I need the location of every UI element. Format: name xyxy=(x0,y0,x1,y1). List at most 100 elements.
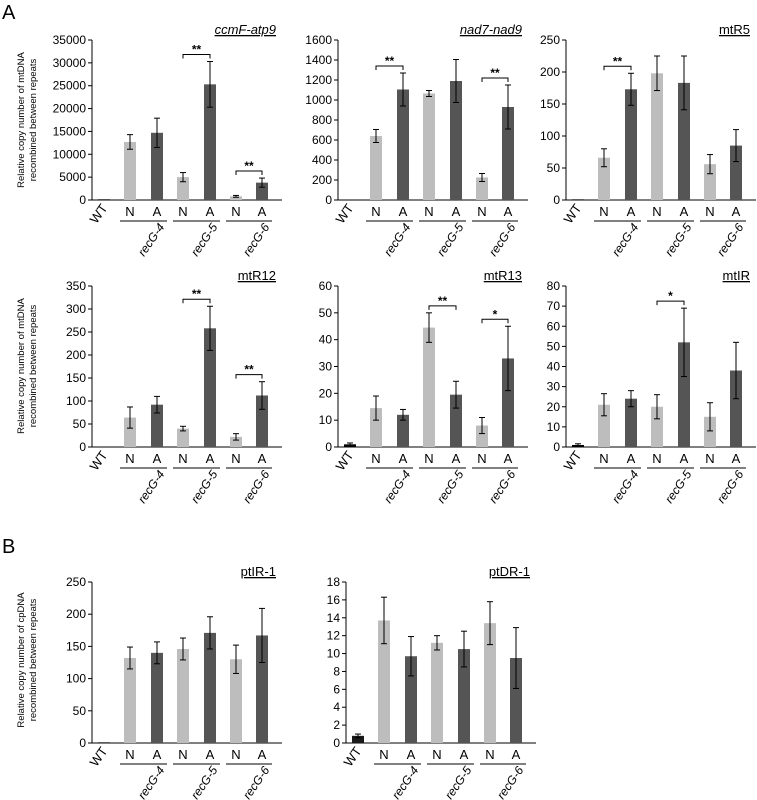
y-tick-label: 40 xyxy=(319,333,333,347)
y-tick-label: 100 xyxy=(540,129,560,143)
category-label: A xyxy=(732,451,741,466)
category-label-wt: WT xyxy=(87,448,111,473)
y-tick-label: 18 xyxy=(327,575,341,589)
bar xyxy=(151,652,163,743)
y-tick-label: 50 xyxy=(547,161,561,175)
bar xyxy=(625,89,637,200)
chart-title: mtR12 xyxy=(238,268,276,283)
bar xyxy=(405,656,417,743)
chart-title: nad7-nad9 xyxy=(460,22,522,37)
y-tick-label: 2 xyxy=(333,718,340,732)
y-tick-label: 250 xyxy=(540,33,560,47)
bar xyxy=(625,398,637,447)
category-label: A xyxy=(680,451,689,466)
panel-label-b: B xyxy=(2,536,15,558)
y-tick-label: 50 xyxy=(73,417,87,431)
y-tick-label: 60 xyxy=(547,319,561,333)
group-label: recG-6 xyxy=(714,467,747,505)
category-label-wt: WT xyxy=(561,201,585,226)
category-label: N xyxy=(477,451,486,466)
y-tick-label: 800 xyxy=(312,113,332,127)
category-label-wt: WT xyxy=(341,744,365,769)
y-tick-label: 1000 xyxy=(305,93,332,107)
y-tick-label: 150 xyxy=(66,639,86,653)
y-tick-label: 40 xyxy=(547,360,561,374)
category-label: A xyxy=(258,204,267,219)
significance-bracket xyxy=(182,53,211,59)
significance-label: ** xyxy=(192,42,202,56)
chart-4: mtR12 0 50 100 150 200 250 300 350 WT N A N A N ArecG-4… xyxy=(66,268,282,506)
group-label: recG-5 xyxy=(188,220,221,258)
significance-bracket xyxy=(235,170,263,176)
significance-label: ** xyxy=(192,287,202,301)
y-tick-label: 50 xyxy=(547,339,561,353)
category-label: N xyxy=(178,451,187,466)
chart-1: ccmF-atp9 0 5000 10000 15000 20000 25000 30000 3… xyxy=(53,22,282,259)
category-label: N xyxy=(599,204,608,219)
bar xyxy=(678,82,690,200)
category-label: A xyxy=(627,204,636,219)
bar xyxy=(151,404,163,447)
y-tick-label: 100 xyxy=(66,394,86,408)
group-label: recG-6 xyxy=(714,220,747,258)
category-label: A xyxy=(258,451,267,466)
bar xyxy=(431,642,443,743)
y-tick-label: 250 xyxy=(66,325,86,339)
category-label: N xyxy=(599,451,608,466)
category-label: A xyxy=(680,204,689,219)
y-tick-label: 5000 xyxy=(59,170,86,184)
category-label: N xyxy=(477,204,486,219)
y-tick-label: 6 xyxy=(333,682,340,696)
y-axis-label-mt-row1-line1: Relative copy number of mtDNA xyxy=(16,51,27,187)
significance-label: * xyxy=(493,307,498,321)
bar xyxy=(204,632,216,743)
bar xyxy=(370,136,382,200)
category-label: N xyxy=(705,204,714,219)
y-tick-label: 10 xyxy=(319,413,333,427)
category-label: A xyxy=(452,451,461,466)
y-axis-label-mt-row1-line2: recombined between repeats xyxy=(28,58,39,181)
y-tick-label: 10 xyxy=(547,420,561,434)
bar xyxy=(572,199,584,201)
y-tick-label: 4 xyxy=(333,700,340,714)
bar xyxy=(476,425,488,447)
category-label: N xyxy=(424,204,433,219)
group-label: recG-5 xyxy=(662,467,695,505)
y-tick-label: 1200 xyxy=(305,73,332,87)
y-tick-label: 1600 xyxy=(305,33,332,47)
significance-label: ** xyxy=(438,294,448,308)
category-label: N xyxy=(424,451,433,466)
group-label: recG-4 xyxy=(135,763,168,800)
category-label: A xyxy=(732,204,741,219)
bar xyxy=(124,417,136,447)
chart-title: ptDR-1 xyxy=(489,564,530,579)
category-label: N xyxy=(652,451,661,466)
category-label: A xyxy=(206,451,215,466)
category-label: A xyxy=(512,747,521,762)
group-label: recG-6 xyxy=(486,467,519,505)
y-tick-label: 600 xyxy=(312,133,332,147)
y-tick-label: 350 xyxy=(66,279,86,293)
group-label: recG-4 xyxy=(135,220,168,258)
category-label: N xyxy=(652,204,661,219)
bar xyxy=(598,404,610,447)
category-label: N xyxy=(231,747,240,762)
category-label: N xyxy=(125,747,134,762)
y-tick-label: 400 xyxy=(312,153,332,167)
category-label: N xyxy=(178,747,187,762)
y-tick-label: 80 xyxy=(547,279,561,293)
chart-title: ccmF-atp9 xyxy=(215,22,276,37)
y-tick-label: 200 xyxy=(66,348,86,362)
bar xyxy=(598,157,610,200)
bar xyxy=(230,436,242,447)
significance-label: ** xyxy=(244,363,254,377)
bar xyxy=(510,658,522,743)
bar xyxy=(98,199,110,201)
y-tick-label: 50 xyxy=(73,704,87,718)
category-label: A xyxy=(258,747,267,762)
y-tick-label: 70 xyxy=(547,299,561,313)
category-label-wt: WT xyxy=(333,201,357,226)
bar xyxy=(98,742,110,744)
